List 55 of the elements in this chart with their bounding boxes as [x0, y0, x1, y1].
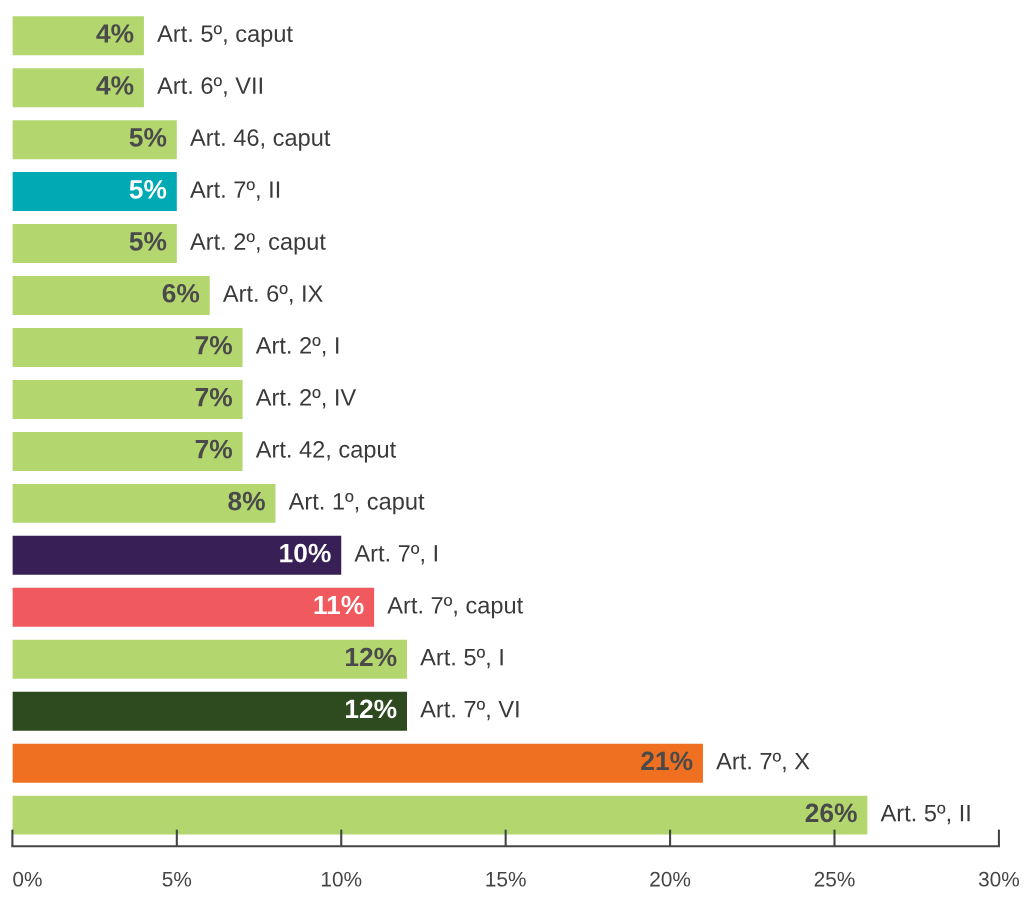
bar	[12, 172, 177, 212]
data-label: 12%	[345, 647, 397, 667]
bar	[12, 224, 177, 264]
bar	[12, 691, 407, 731]
y-tick-label: Art. 7º, VI	[420, 700, 519, 721]
x-tick-label: 5%	[162, 871, 192, 887]
bar	[12, 120, 177, 160]
bar	[12, 639, 407, 679]
y-tick-label: Art. 2º, caput	[190, 233, 326, 255]
bar	[12, 743, 703, 783]
bar	[12, 431, 243, 471]
x-tick-label: 10%	[321, 871, 362, 887]
y-tick-label: Art. 42, caput	[255, 441, 396, 463]
data-label: 7%	[195, 387, 233, 407]
data-label: 12%	[345, 699, 397, 719]
bar	[12, 328, 243, 367]
bar	[12, 379, 243, 419]
x-tick-label: 25%	[814, 871, 855, 887]
data-label: 21%	[641, 751, 693, 771]
x-tick-label: 20%	[650, 871, 691, 887]
y-tick-label: Art. 7º, X	[716, 752, 810, 773]
data-label: 5%	[129, 232, 167, 251]
data-label: 26%	[805, 803, 857, 823]
data-label: 7%	[195, 439, 233, 459]
y-tick-label: Art. 6º, VII	[157, 77, 262, 97]
y-tick-label: Art. 2º, I	[255, 337, 339, 357]
bar	[12, 68, 144, 108]
x-tick-label: 30%	[978, 871, 1020, 887]
y-tick-label: Art. 6º, IX	[222, 285, 323, 305]
data-label: 7%	[195, 335, 233, 355]
y-tick-label: Art. 5º, caput	[157, 25, 293, 47]
x-tick-label: 0%	[13, 871, 42, 887]
data-label: 10%	[280, 543, 331, 563]
y-tick-label: Art. 7º, II	[190, 181, 280, 201]
data-label: 5%	[129, 180, 167, 199]
data-label: 5%	[129, 128, 167, 147]
data-label: 8%	[228, 491, 265, 511]
y-tick-label: Art. 7º, I	[354, 544, 437, 565]
x-tick-label: 15%	[486, 871, 526, 887]
bar	[12, 483, 276, 523]
y-tick-label: Art. 1º, caput	[288, 492, 425, 515]
bar	[12, 587, 375, 627]
y-tick-label: Art. 5º, I	[420, 648, 503, 669]
y-tick-label: Art. 2º, IV	[255, 389, 357, 409]
y-tick-label: Art. 5º, II	[880, 804, 970, 825]
data-label: 11%	[314, 595, 364, 615]
y-tick-label: Art. 7º, caput	[387, 596, 524, 619]
bar	[12, 16, 144, 56]
data-label: 4%	[96, 24, 134, 43]
bar	[12, 535, 342, 575]
y-tick-label: Art. 46, caput	[190, 129, 331, 151]
bar	[12, 795, 868, 835]
data-label: 6%	[162, 283, 200, 303]
bar	[12, 276, 210, 316]
data-label: 4%	[96, 76, 134, 95]
